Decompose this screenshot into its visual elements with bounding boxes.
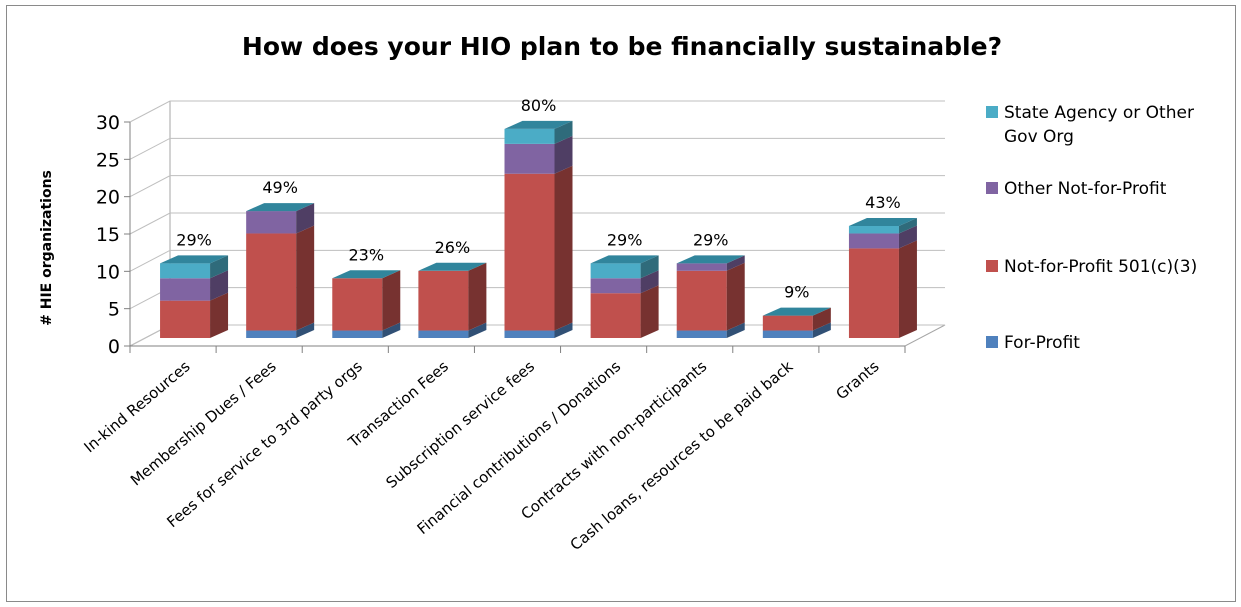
bar-segment bbox=[676, 263, 727, 271]
bar-side bbox=[726, 322, 745, 338]
bars bbox=[160, 120, 917, 338]
bar-segment bbox=[504, 143, 555, 174]
bar-side bbox=[640, 270, 659, 294]
bar-segment bbox=[590, 278, 641, 294]
bar-segment bbox=[848, 226, 899, 234]
bar-segment bbox=[848, 248, 899, 338]
bar-side bbox=[296, 322, 315, 338]
data-label: 43% bbox=[865, 193, 901, 212]
bar-top bbox=[332, 270, 401, 279]
legend-label: For-Profit bbox=[1004, 333, 1080, 353]
bar-side bbox=[640, 255, 659, 279]
legend: State Agency or Other Gov Org Other Not-fo… bbox=[986, 103, 1197, 353]
bar-side bbox=[382, 270, 401, 331]
bar-top bbox=[762, 307, 831, 316]
category-label: Membership Dues / Fees bbox=[127, 357, 280, 489]
bar-segment bbox=[332, 278, 383, 331]
bar-side bbox=[382, 322, 401, 338]
legend-swatch bbox=[986, 106, 998, 118]
bar-segment bbox=[246, 211, 297, 234]
gridline bbox=[129, 175, 945, 198]
bar-segment bbox=[762, 315, 813, 331]
bar-side bbox=[210, 292, 229, 338]
bar-side bbox=[726, 255, 745, 271]
bar-segment bbox=[848, 233, 899, 249]
bar-side bbox=[554, 322, 573, 338]
data-label: 29% bbox=[693, 230, 729, 249]
y-tick-label: 15 bbox=[96, 224, 120, 246]
bar-side bbox=[468, 262, 487, 331]
bar-side bbox=[296, 225, 315, 331]
legend-label: Other Not-for-Profit bbox=[1004, 179, 1167, 199]
bar-segment bbox=[160, 278, 211, 301]
axes: 0 5 10 15 20 25 30 bbox=[96, 112, 906, 358]
data-label: 23% bbox=[348, 245, 384, 264]
y-axis-label: # HIE organizations bbox=[39, 170, 55, 326]
bar-segment bbox=[676, 330, 727, 338]
bar-top bbox=[848, 218, 917, 226]
gridline bbox=[129, 100, 945, 123]
category-label: Contracts with non-participants bbox=[517, 357, 710, 523]
bar-segment bbox=[504, 128, 555, 144]
y-tick-label: 0 bbox=[108, 336, 120, 358]
legend-label: State Agency or Other Gov Org bbox=[1004, 103, 1194, 147]
bar-segment bbox=[590, 293, 641, 338]
data-label: 26% bbox=[435, 238, 471, 257]
bar-side bbox=[554, 135, 573, 174]
legend-swatch bbox=[986, 260, 998, 272]
bar-side bbox=[640, 285, 659, 338]
bar-top bbox=[504, 120, 573, 129]
bar-segment bbox=[590, 263, 641, 279]
bar-segment bbox=[246, 330, 297, 338]
gridline bbox=[129, 249, 945, 272]
bar-top bbox=[418, 262, 487, 271]
bar-side bbox=[898, 225, 917, 249]
bar-segment bbox=[160, 300, 211, 338]
bar-side bbox=[554, 165, 573, 331]
bar-side bbox=[726, 262, 745, 331]
bar-segment bbox=[504, 173, 555, 331]
data-label: 29% bbox=[607, 230, 643, 249]
data-label: 49% bbox=[262, 178, 298, 197]
bar-segment bbox=[504, 330, 555, 338]
bar-top bbox=[246, 203, 315, 212]
bar-segment bbox=[160, 263, 211, 279]
bar-side bbox=[468, 322, 487, 338]
y-tick-label: 30 bbox=[96, 112, 120, 134]
legend-swatch bbox=[986, 336, 998, 348]
bar-segment bbox=[418, 270, 469, 331]
bar-segment bbox=[246, 233, 297, 331]
chart-title: How does your HIO plan to be financially… bbox=[242, 32, 1002, 61]
category-label: Subscription service fees bbox=[382, 357, 538, 492]
bar-side bbox=[554, 120, 573, 144]
legend-label: Not-for-Profit 501(c)(3) bbox=[1004, 257, 1197, 277]
bar-segment bbox=[332, 330, 383, 338]
bar-top bbox=[160, 255, 229, 264]
bar-top bbox=[590, 255, 659, 264]
legend-swatch bbox=[986, 182, 998, 194]
bar-side bbox=[210, 255, 229, 279]
bar-top bbox=[676, 255, 745, 264]
data-label: 80% bbox=[521, 96, 557, 115]
bar-segment bbox=[418, 330, 469, 338]
y-tick-label: 25 bbox=[96, 149, 120, 171]
bar-side bbox=[898, 218, 917, 234]
bar-side bbox=[812, 307, 831, 331]
gridline bbox=[129, 212, 945, 235]
bar-side bbox=[812, 322, 831, 338]
data-label: 29% bbox=[176, 230, 212, 249]
y-tick-label: 5 bbox=[108, 299, 120, 321]
bar-side bbox=[898, 240, 917, 338]
bar-segment bbox=[762, 330, 813, 338]
y-tick-label: 20 bbox=[96, 187, 120, 209]
data-label: 9% bbox=[784, 283, 809, 302]
y-tick-label: 10 bbox=[96, 261, 120, 283]
bar-segment bbox=[676, 270, 727, 331]
category-label: Grants bbox=[832, 357, 882, 403]
bar-side bbox=[210, 270, 229, 301]
gridline bbox=[129, 137, 945, 160]
bar-side bbox=[296, 203, 315, 234]
